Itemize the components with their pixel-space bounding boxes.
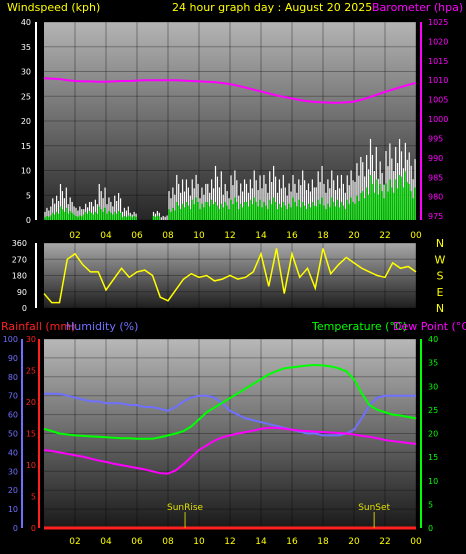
sunrise-label: SunRise xyxy=(167,503,204,513)
wind-panel-background xyxy=(44,22,416,220)
wind-x-tick-label: 12 xyxy=(224,231,235,241)
direction-tick-label: 180 xyxy=(12,272,27,281)
wind-x-tick-label: 14 xyxy=(255,231,267,241)
temperature-line xyxy=(43,363,417,440)
compass-label: N xyxy=(436,237,444,250)
temp-x-tick-label: 22 xyxy=(379,537,390,547)
temp-x-tick-label: 12 xyxy=(224,537,235,547)
wind-x-tick-label: 00 xyxy=(410,231,422,241)
direction-tick-label: 360 xyxy=(12,239,27,248)
humidity-tick-label: 70 xyxy=(8,392,18,401)
temp-x-tick-label: 04 xyxy=(100,537,112,547)
rainfall-axis-label: Rainfall (mm) xyxy=(1,320,75,333)
windspeed-tick-label: 40 xyxy=(21,18,31,27)
temperature-tick-label: 15 xyxy=(428,453,438,462)
compass-label: S xyxy=(437,270,444,283)
rainfall-tick-label: 20 xyxy=(26,398,36,407)
barometer-tick-label: 1015 xyxy=(428,57,448,66)
barometer-tick-label: 995 xyxy=(428,134,443,143)
temp-x-tick-label: 02 xyxy=(69,537,80,547)
temp-x-tick-label: 06 xyxy=(131,537,143,547)
temperature-tick-label: 30 xyxy=(428,382,438,391)
windspeed-axis-label: Windspeed (kph) xyxy=(7,1,100,14)
barometer-tick-label: 1025 xyxy=(428,18,448,27)
windspeed-tick-label: 30 xyxy=(21,68,31,77)
humidity-tick-label: 0 xyxy=(13,524,18,533)
wind-x-tick-label: 16 xyxy=(286,231,298,241)
temp-x-tick-label: 00 xyxy=(410,537,422,547)
humidity-tick-label: 10 xyxy=(8,505,18,514)
wind-direction-line xyxy=(43,248,417,304)
wind-x-tick-label: 06 xyxy=(131,231,143,241)
temperature-tick-label: 20 xyxy=(428,430,438,439)
wind-x-tick-label: 04 xyxy=(100,231,112,241)
humidity-tick-label: 50 xyxy=(8,430,18,439)
chart-title: 24 hour graph day : August 20 2025 xyxy=(172,1,372,14)
humidity-tick-label: 80 xyxy=(8,373,18,382)
barometer-tick-label: 980 xyxy=(428,193,443,202)
temperature-tick-label: 40 xyxy=(428,335,438,344)
barometer-tick-label: 1000 xyxy=(428,115,448,124)
barometer-tick-label: 990 xyxy=(428,154,443,163)
temp-x-tick-label: 10 xyxy=(193,537,205,547)
direction-tick-label: 0 xyxy=(22,304,27,313)
barometer-tick-label: 1005 xyxy=(428,96,448,105)
temperature-tick-label: 0 xyxy=(428,524,433,533)
temperature-tick-label: 35 xyxy=(428,359,438,368)
barometer-tick-label: 975 xyxy=(428,212,443,221)
temp-x-tick-label: 16 xyxy=(286,537,298,547)
humidity-tick-label: 60 xyxy=(8,411,18,420)
rainfall-tick-label: 0 xyxy=(31,524,36,533)
rainfall-tick-label: 25 xyxy=(26,367,36,376)
compass-label: E xyxy=(437,286,444,299)
windspeed-tick-label: 20 xyxy=(21,117,31,126)
windspeed-tick-label: 10 xyxy=(21,167,31,176)
wind-x-tick-label: 18 xyxy=(317,231,329,241)
windspeed-tick-label: 25 xyxy=(21,92,31,101)
barometer-axis-label: Barometer (hpa) xyxy=(372,1,463,14)
humidity-axis-label: Humidity (%) xyxy=(66,320,138,333)
temperature-tick-label: 5 xyxy=(428,500,433,509)
dewpoint-axis-label: Dew Point (°C) xyxy=(393,320,466,333)
barometer-tick-label: 1010 xyxy=(428,76,448,85)
windspeed-tick-label: 5 xyxy=(26,191,31,200)
compass-label: W xyxy=(435,253,446,266)
humidity-tick-label: 100 xyxy=(3,335,18,344)
wind-x-tick-label: 20 xyxy=(348,231,360,241)
humidity-tick-label: 40 xyxy=(8,448,18,457)
rainfall-tick-label: 5 xyxy=(31,493,36,502)
temp-x-tick-label: 08 xyxy=(162,537,174,547)
compass-label: N xyxy=(436,302,444,315)
dewpoint-line xyxy=(43,426,417,475)
sunset-label: SunSet xyxy=(358,503,390,513)
barometer-tick-label: 1020 xyxy=(428,37,448,46)
wind-x-tick-label: 22 xyxy=(379,231,390,241)
humidity-tick-label: 90 xyxy=(8,354,18,363)
windspeed-tick-label: 15 xyxy=(21,142,31,151)
temp-x-tick-label: 20 xyxy=(348,537,360,547)
temperature-tick-label: 10 xyxy=(428,477,438,486)
humidity-line xyxy=(44,392,416,437)
windspeed-tick-label: 35 xyxy=(21,43,31,52)
rainfall-tick-label: 10 xyxy=(26,461,36,470)
wind-x-tick-label: 10 xyxy=(193,231,205,241)
wind-x-tick-label: 08 xyxy=(162,231,174,241)
temp-x-tick-label: 14 xyxy=(255,537,267,547)
temperature-axis-label: Temperature (°C) xyxy=(311,320,407,333)
humidity-tick-label: 30 xyxy=(8,467,18,476)
direction-tick-label: 90 xyxy=(17,288,27,297)
direction-tick-label: 270 xyxy=(12,255,27,264)
rainfall-tick-label: 15 xyxy=(26,430,36,439)
barometer-tick-label: 985 xyxy=(428,173,443,182)
humidity-tick-label: 20 xyxy=(8,486,18,495)
wind-x-tick-label: 02 xyxy=(69,231,80,241)
temp-x-tick-label: 18 xyxy=(317,537,329,547)
rainfall-tick-label: 30 xyxy=(26,335,36,344)
temperature-tick-label: 25 xyxy=(428,406,438,415)
barometer-line xyxy=(43,77,417,104)
windspeed-tick-label: 0 xyxy=(26,216,31,225)
